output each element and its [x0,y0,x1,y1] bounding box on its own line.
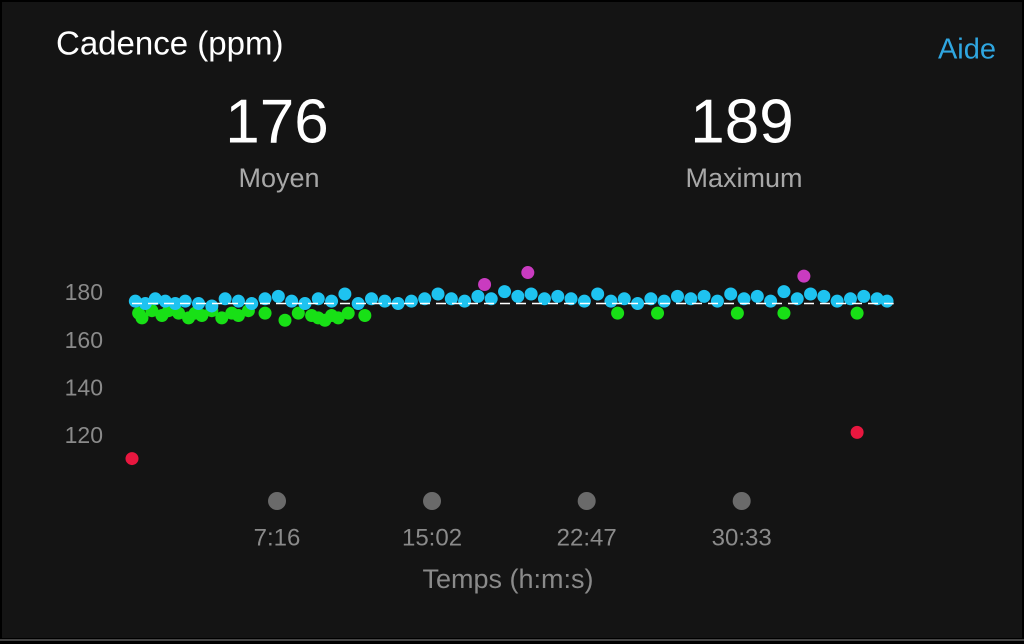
data-point [850,306,864,320]
x-tick-mark [577,492,596,510]
data-point [710,294,724,308]
data-point [311,292,325,306]
data-point [391,297,405,311]
data-point [271,289,285,303]
data-point [764,294,778,308]
data-point [205,299,219,313]
data-point [777,306,791,320]
data-point [458,294,472,308]
data-point [128,294,142,308]
data-point [498,285,512,299]
data-point [850,425,864,439]
data-point [231,308,245,322]
data-point [358,308,372,322]
data-point [804,287,818,301]
data-point [551,289,565,303]
data-point [404,294,418,308]
data-point [843,292,857,306]
data-point [750,289,764,303]
x-tick-mark [732,492,751,510]
data-point [178,294,192,308]
data-point [591,287,605,301]
data-point [158,294,172,308]
data-point [577,294,591,308]
data-point [830,294,844,308]
data-point [195,308,209,322]
data-point [325,294,339,308]
data-point [341,306,355,320]
x-tick-label: 7:16 [254,524,301,551]
data-point [484,292,498,306]
data-point [777,285,791,299]
data-point [857,289,871,303]
data-point [644,292,658,306]
data-point [564,292,578,306]
data-point [611,306,625,320]
data-point [231,294,245,308]
data-point [880,294,894,308]
data-point [524,287,538,301]
data-point [478,277,492,291]
data-point [331,311,345,325]
data-point [291,306,305,320]
data-point [338,287,352,301]
data-point [418,292,432,306]
data-point [521,266,535,280]
data-point [737,292,751,306]
data-point [617,292,631,306]
data-point [604,294,618,308]
data-point [511,289,525,303]
data-point [138,297,152,311]
data-point [797,269,811,283]
data-point [125,452,139,466]
data-point [537,292,551,306]
y-tick-label: 160 [65,327,103,353]
x-tick-mark [268,492,287,510]
stat-value: 176 [225,87,328,156]
data-point [724,287,738,301]
data-point [168,297,182,311]
data-point [285,294,299,308]
x-tick-mark [423,492,442,510]
data-point [697,289,711,303]
data-point [670,289,684,303]
x-tick-label: 30:33 [712,524,772,551]
data-point [364,292,378,306]
data-point [657,294,671,308]
data-point [218,292,232,306]
data-point [215,311,229,325]
data-point [817,289,831,303]
stat-label: Moyen [238,163,319,193]
stat-label: Maximum [685,163,802,193]
y-tick-label: 120 [65,422,103,448]
data-point [444,292,458,306]
y-tick-label: 180 [65,279,103,305]
help-link[interactable]: Aide [938,34,996,66]
data-point [258,306,272,320]
data-point [298,297,312,311]
x-axis-label: Temps (h:m:s) [422,564,593,594]
data-point [790,292,804,306]
data-point [684,292,698,306]
stat-value: 189 [690,87,793,156]
x-tick-label: 15:02 [402,524,462,551]
data-point [471,289,485,303]
data-point [258,292,272,306]
data-point [431,287,445,301]
card-title: Cadence (ppm) [56,25,283,62]
y-tick-label: 140 [65,374,103,400]
data-point [278,313,292,327]
x-tick-label: 22:47 [557,524,617,551]
data-point [651,306,665,320]
data-point [378,294,392,308]
data-point [730,306,744,320]
data-point [135,311,149,325]
data-point [148,292,162,306]
data-point [870,292,884,306]
